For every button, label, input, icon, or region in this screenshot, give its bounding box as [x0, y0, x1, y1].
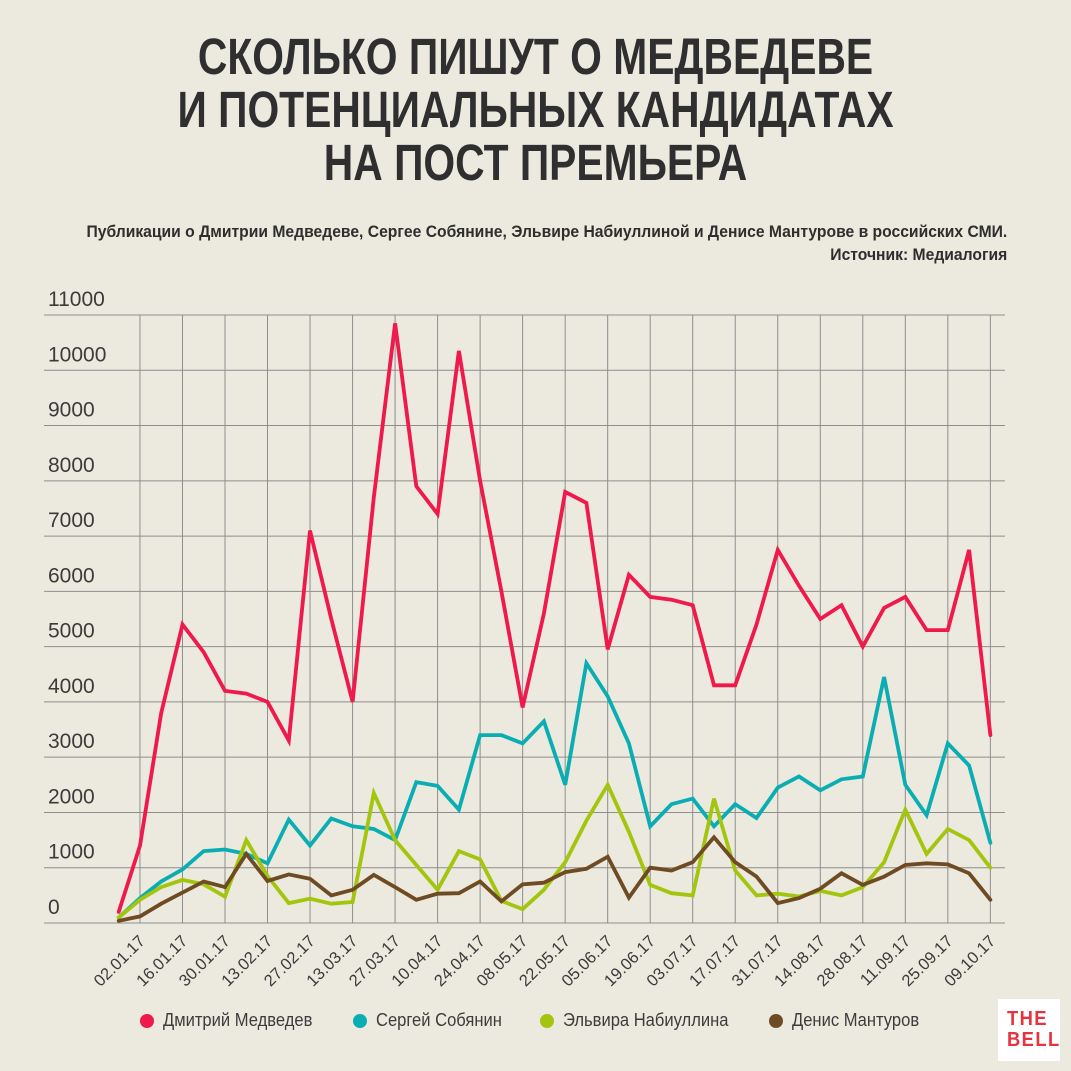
logo-line-1: THE: [1007, 1008, 1048, 1030]
legend-label: Сергей Собянин: [375, 1010, 502, 1030]
source-note: Источник: Медиалогия: [830, 246, 1007, 264]
y-axis-tick-label: 5000: [48, 620, 95, 643]
chart-legend: Дмитрий Медведев Сергей Собянин Эльвира На…: [0, 1010, 1071, 1031]
legend-label: Денис Мантуров: [792, 1010, 920, 1030]
legend-label: Дмитрий Медведев: [163, 1010, 313, 1030]
series-line-дмитрий-медведев: [116, 323, 993, 914]
y-axis-tick-label: 7000: [48, 509, 95, 532]
legend-label: Эльвира Набиуллина: [562, 1010, 729, 1030]
the-bell-logo: THE BELL: [998, 999, 1060, 1061]
title-line-3: НА ПОСТ ПРЕМЬЕРА: [323, 134, 748, 191]
subtitle-line: Публикации о Дмитрии Медведеве, Сергее С…: [86, 223, 1007, 241]
chart-subtitle: Публикации о Дмитрии Медведеве, Сергее С…: [86, 221, 1007, 267]
legend-item: Денис Мантуров: [769, 1010, 930, 1031]
legend-item: Эльвира Набиуллина: [539, 1010, 743, 1031]
series-line-сергей-собянин: [116, 658, 993, 920]
y-axis-tick-label: 9000: [48, 399, 95, 422]
legend-item: Дмитрий Медведев: [140, 1010, 325, 1031]
title-line-1: СКОЛЬКО ПИШУТ О МЕДВЕДЕВЕ: [197, 28, 874, 85]
legend-dot-icon: [140, 1013, 155, 1028]
y-axis-tick-label: 4000: [48, 675, 95, 698]
y-axis-tick-label: 8000: [48, 454, 95, 477]
series-line-эльвира-набиуллина: [116, 780, 993, 920]
legend-dot-icon: [539, 1013, 554, 1028]
legend-dot-icon: [352, 1013, 367, 1028]
y-axis-tick-label: 3000: [48, 730, 95, 753]
y-axis-tick-label: 11000: [48, 288, 105, 311]
y-axis-tick-label: 6000: [48, 564, 95, 587]
page-title: СКОЛЬКО ПИШУТ О МЕДВЕДЕВЕ И ПОТЕНЦИАЛЬНЫ…: [0, 30, 1071, 189]
title-line-2: И ПОТЕНЦИАЛЬНЫХ КАНДИДАТАХ: [177, 81, 894, 138]
logo-line-2: BELL: [1007, 1029, 1061, 1051]
legend-dot-icon: [769, 1013, 784, 1028]
y-axis-tick-label: 1000: [48, 841, 95, 864]
y-axis-tick-label: 2000: [48, 785, 95, 808]
series-line-денис-мантуров: [116, 834, 993, 923]
y-axis-tick-label: 0: [48, 896, 60, 919]
y-axis-tick-label: 10000: [48, 343, 106, 366]
legend-item: Сергей Собянин: [352, 1010, 513, 1031]
